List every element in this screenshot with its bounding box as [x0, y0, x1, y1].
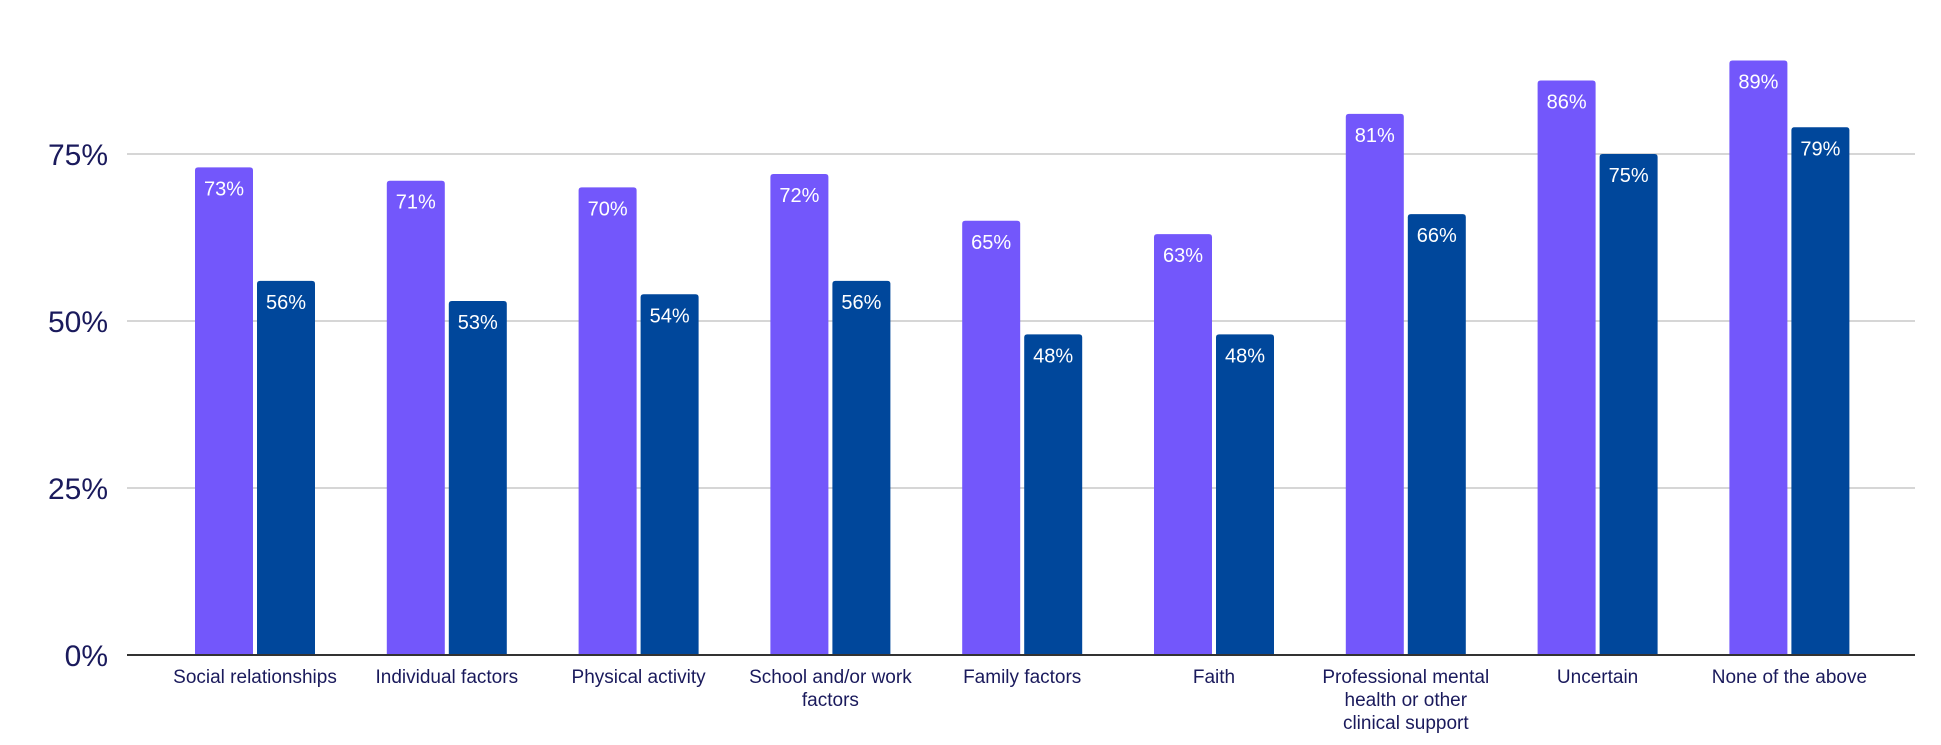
bar [448, 300, 507, 655]
bar-data-label: 73% [204, 178, 244, 200]
bar-data-label: 72% [779, 185, 819, 207]
x-tick-label: Family factors [963, 667, 1081, 688]
bar-data-label: 81% [1355, 125, 1395, 147]
bar-data-label: 48% [1033, 345, 1073, 367]
bar [962, 220, 1021, 656]
bar-data-label: 75% [1609, 165, 1649, 187]
bar [1345, 113, 1404, 656]
bar-data-label: 56% [841, 292, 881, 314]
y-tick-label: 25% [48, 473, 108, 506]
x-tick-label: Uncertain [1557, 667, 1638, 688]
x-tick-label: School and/or work factors [749, 667, 912, 711]
bar-data-label: 63% [1163, 245, 1203, 267]
bar-data-label: 56% [266, 292, 306, 314]
bar-data-label: 65% [971, 232, 1011, 254]
bar [1024, 334, 1083, 655]
bar [257, 280, 315, 655]
bar [640, 294, 699, 655]
bars [195, 60, 1850, 656]
bar [832, 280, 891, 655]
x-axis-tick-labels: Social relationships Individual factors Ph… [173, 667, 1867, 734]
x-tick-label: None of the above [1712, 667, 1867, 688]
bar-data-label: 89% [1738, 71, 1778, 93]
y-tick-label: 50% [48, 306, 108, 339]
bar [1154, 234, 1212, 655]
bar [386, 180, 445, 655]
x-tick-label: Physical activity [572, 667, 707, 688]
y-axis-tick-labels: 0% 25% 50% 75% 100% [31, 0, 108, 673]
bar [770, 174, 829, 656]
bar [1729, 60, 1788, 656]
bar-data-label: 86% [1547, 92, 1587, 114]
bar-data-label: 48% [1225, 345, 1265, 367]
bar [1599, 154, 1658, 655]
x-tick-label: Social relationships [173, 667, 337, 688]
bar [1537, 80, 1596, 655]
bar [195, 167, 253, 656]
bar [1216, 334, 1274, 655]
bar [1791, 127, 1850, 655]
y-tick-label: 0% [65, 640, 108, 673]
bar-data-label: 53% [458, 312, 498, 334]
bar-data-label: 54% [650, 305, 690, 327]
bar [1407, 214, 1466, 655]
y-tick-label: 100% [31, 0, 108, 5]
x-tick-label: Individual factors [376, 667, 519, 688]
bar-data-label: 66% [1417, 225, 1457, 247]
bar-data-labels: 73% 56% 71% 53% 70% 54% 72% 56% 65% 48% 63% 48% 81% 6… [204, 71, 1841, 367]
bar [578, 187, 637, 655]
y-tick-label: 75% [48, 139, 108, 172]
bar-data-label: 71% [396, 192, 436, 214]
bar-data-label: 79% [1800, 138, 1840, 160]
x-tick-label: Professional mental health or other clinic… [1322, 667, 1489, 734]
bar-data-label: 70% [588, 198, 628, 220]
x-tick-label: Faith [1193, 667, 1235, 688]
